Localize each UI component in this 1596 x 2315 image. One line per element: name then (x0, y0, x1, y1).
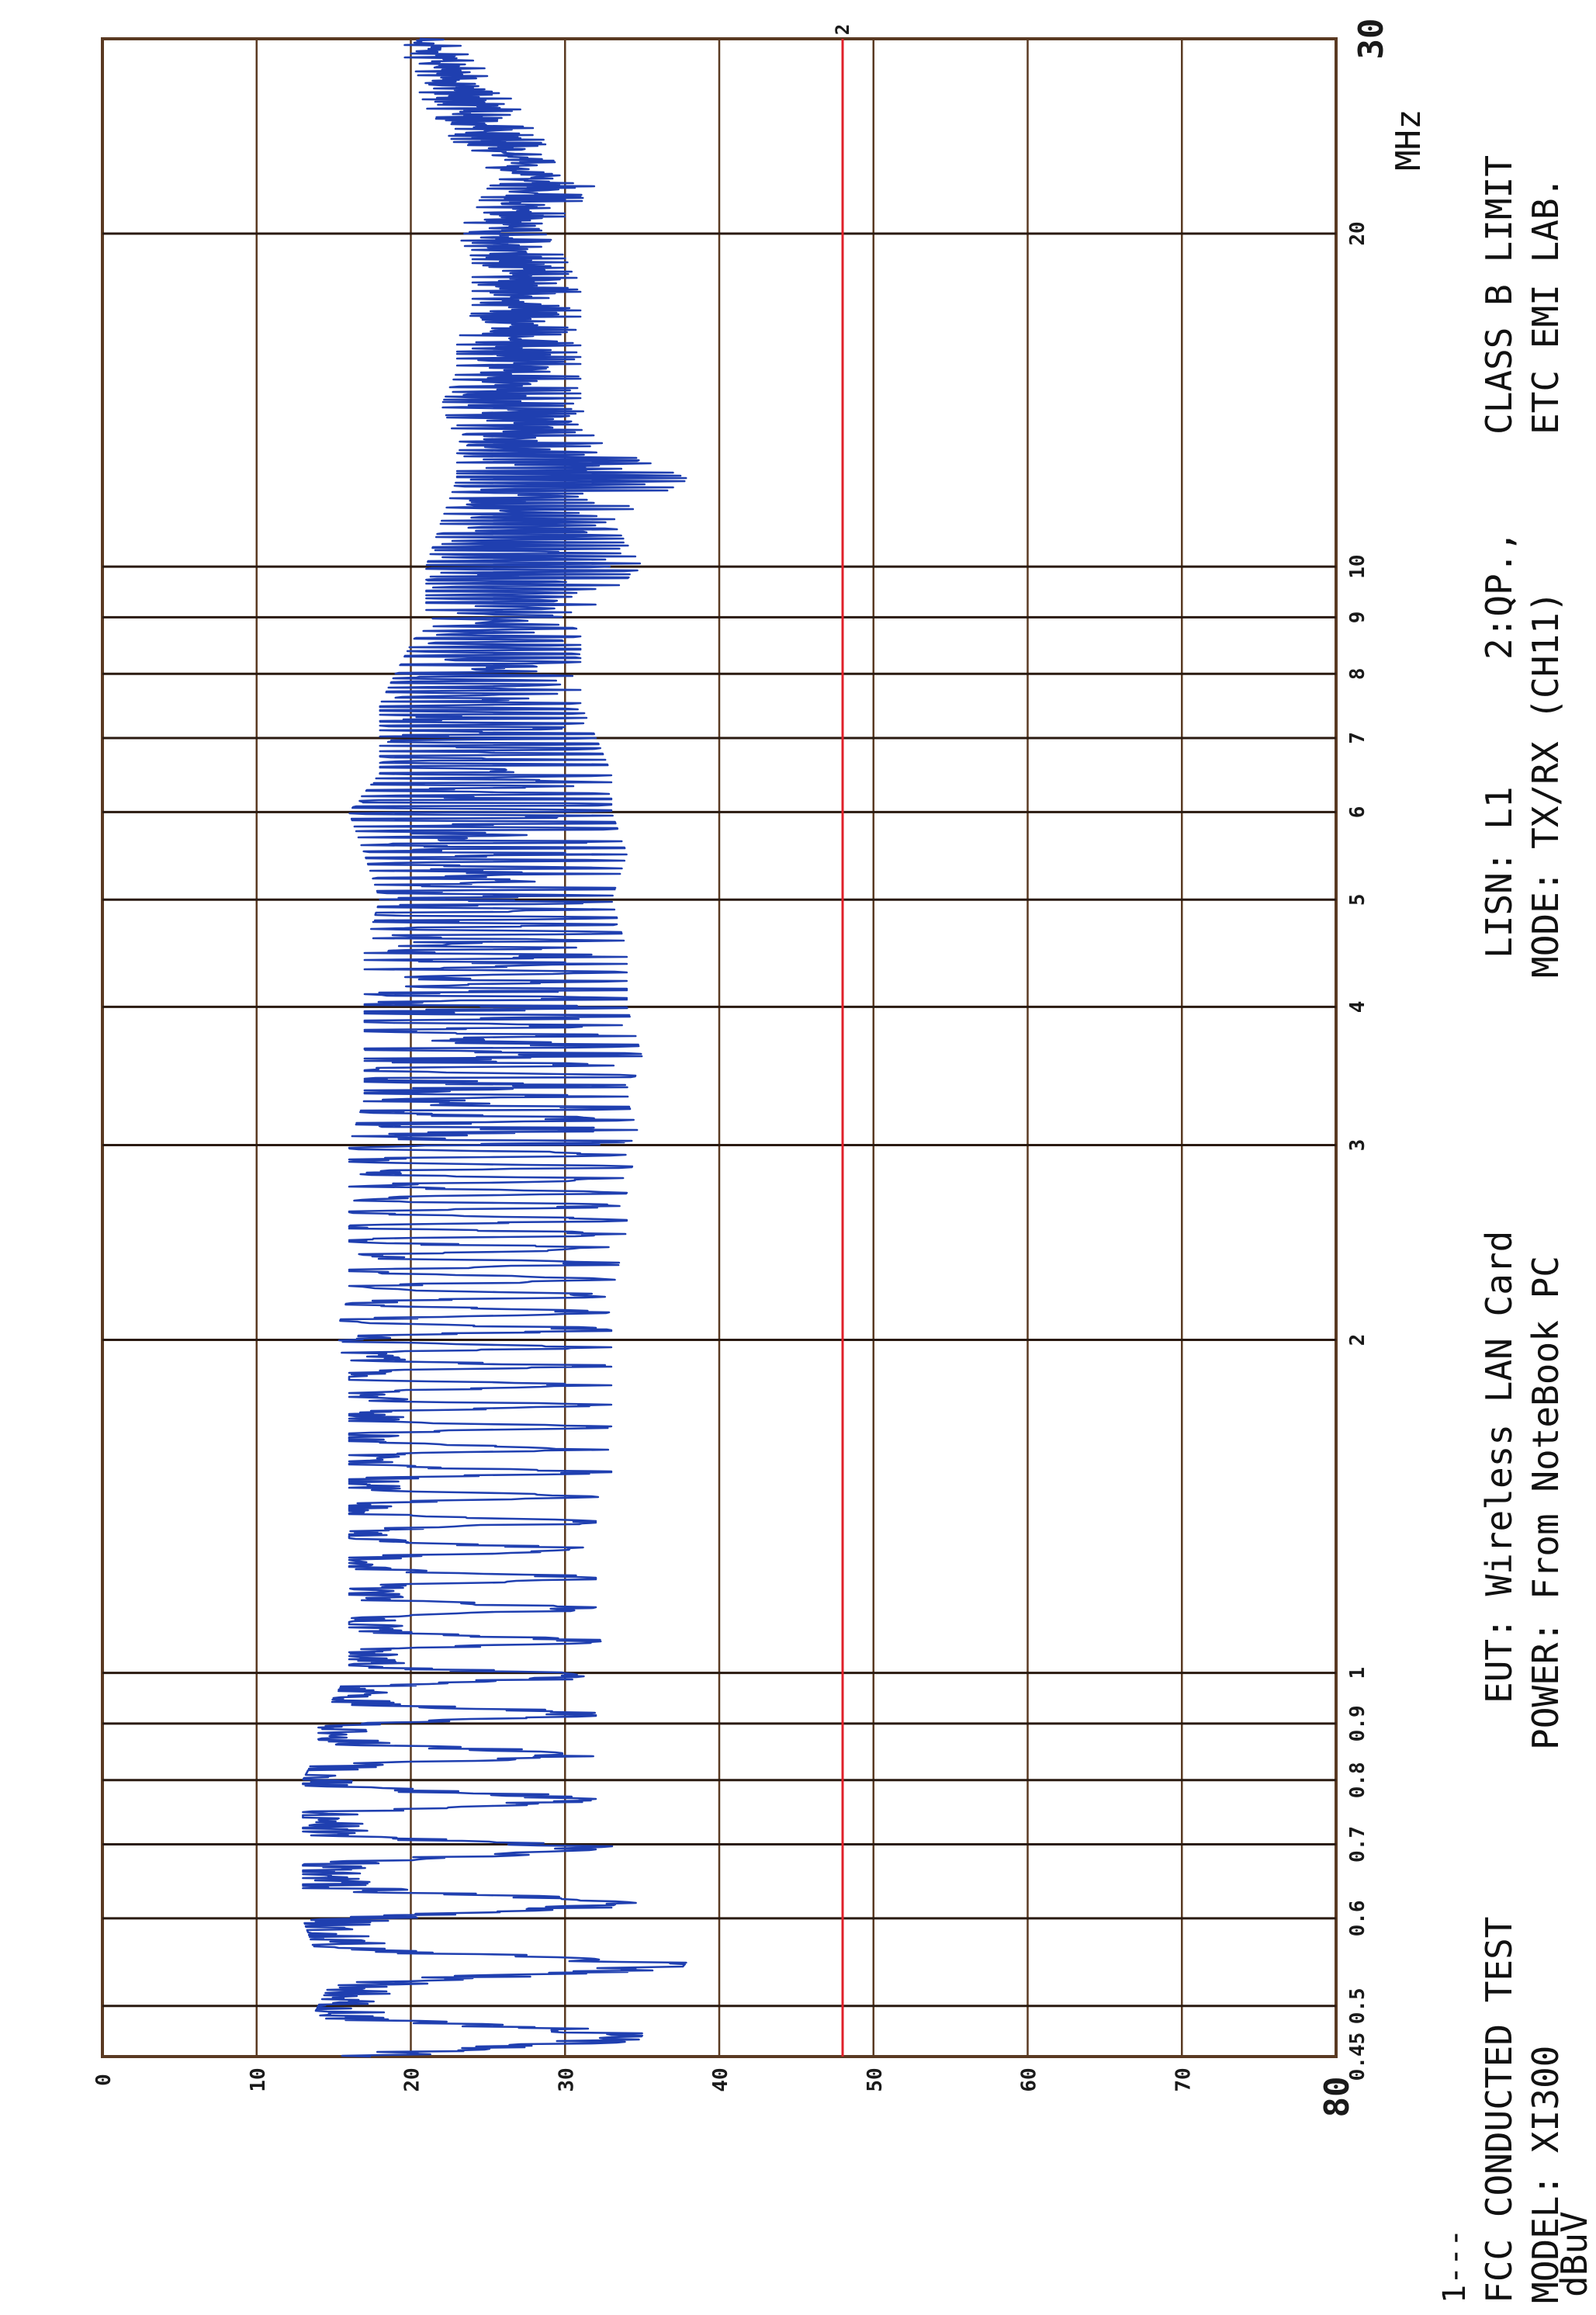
freq-tick-label-7: 7 (1346, 732, 1369, 744)
freq-tick-label-0-6: 0.6 (1346, 1900, 1369, 1936)
limit-line-group: 2 (832, 24, 853, 2057)
footer-mode: MODE: TX/RX (CH11) (1525, 591, 1567, 979)
footer-model: MODEL: XI300 (1525, 2046, 1567, 2303)
footer-test-name: FCC CONDUCTED TEST (1478, 1917, 1520, 2304)
footer-eut: EUT: Wireless LAN Card (1478, 1231, 1520, 1703)
freq-tick-label-0-8: 0.8 (1346, 1762, 1369, 1798)
footer-limit: CLASS B LIMIT (1478, 155, 1520, 435)
y-tick-labels: 0 10 20 30 40 50 60 70 80 (92, 2067, 1357, 2117)
footer-lab: ETC EMI LAB. (1525, 177, 1567, 435)
db-tick-label-50: 50 (864, 2067, 887, 2091)
freq-tick-label-20: 20 (1346, 221, 1369, 245)
freq-tick-label-2: 2 (1346, 1334, 1369, 1346)
db-tick-label-60: 60 (1018, 2067, 1041, 2091)
freq-tick-label-9: 9 (1346, 612, 1369, 624)
emission-trace-group (302, 37, 687, 2058)
freq-tick-label-0-9: 0.9 (1346, 1705, 1369, 1741)
footer-power: POWER: From NoteBook PC (1525, 1256, 1567, 1750)
plot-area: 2 (101, 24, 1338, 2058)
chart-footer: 1--- FCC CONDUCTED TEST EUT: Wireless LA… (1437, 155, 1567, 2303)
freq-tick-label-30: 30 (1352, 19, 1391, 60)
db-tick-label-80: 80 (1317, 2077, 1357, 2118)
freq-tick-label-0-45: 0.45 (1346, 2033, 1369, 2081)
freq-tick-label-5: 5 (1346, 893, 1369, 906)
freq-tick-label-4: 4 (1346, 1001, 1369, 1014)
freq-tick-label-0-7: 0.7 (1346, 1826, 1369, 1863)
db-tick-label-10: 10 (247, 2067, 270, 2091)
db-tick-label-20: 20 (401, 2067, 424, 2091)
freq-tick-label-3: 3 (1346, 1139, 1369, 1152)
db-tick-label-30: 30 (555, 2067, 578, 2091)
freq-tick-label-1: 1 (1346, 1667, 1369, 1679)
db-tick-label-70: 70 (1172, 2067, 1195, 2091)
db-tick-label-40: 40 (709, 2067, 732, 2091)
footer-left-mark: 1--- (1437, 2229, 1473, 2303)
x-tick-labels: 0.45 0.5 0.6 0.7 0.8 0.9 1 2 3 4 5 6 7 8 9 10 20 30 (1346, 19, 1391, 2081)
freq-tick-label-8: 8 (1346, 667, 1369, 680)
db-tick-label-0: 0 (92, 2074, 116, 2086)
footer-lisn: LISN: L1 (1478, 786, 1520, 958)
limit-line-label: 2 (832, 24, 853, 35)
freq-tick-label-6: 6 (1346, 806, 1369, 819)
footer-detector: 2:QP., (1478, 531, 1520, 660)
y-axis-label: dBuV (1553, 2211, 1595, 2297)
freq-tick-label-0-5: 0.5 (1346, 1988, 1369, 2024)
grid-lines (102, 39, 1336, 2057)
emission-trace (302, 37, 687, 2058)
x-axis-unit-label: MHz (1389, 109, 1428, 171)
freq-tick-label-10: 10 (1346, 554, 1369, 578)
